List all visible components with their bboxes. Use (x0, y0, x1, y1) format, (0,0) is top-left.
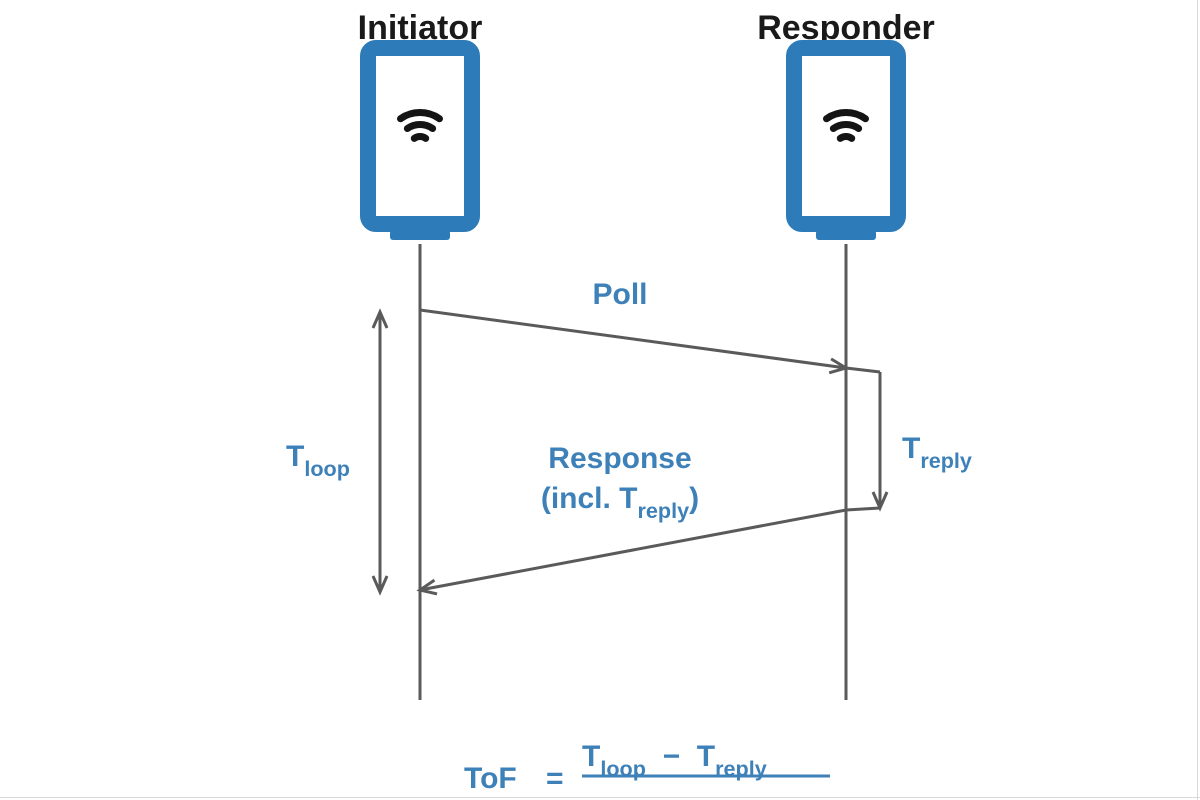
responder-phone-icon (794, 48, 898, 240)
response-arrow (420, 510, 846, 594)
tof-sequence-diagram: InitiatorResponderTloopPollTreplyRespons… (0, 0, 1200, 800)
t-loop-label: Tloop (286, 440, 350, 481)
wifi-icon (833, 125, 858, 129)
response-label-line1: Response (548, 442, 691, 475)
formula-lhs: ToF (464, 762, 517, 795)
wifi-icon (414, 137, 425, 139)
t-reply-span (846, 368, 887, 510)
wifi-icon (407, 125, 432, 129)
response-label-line2: (incl. Treply) (541, 482, 699, 523)
initiator-phone-icon (368, 48, 472, 240)
poll-arrow (420, 310, 846, 373)
wifi-icon (840, 137, 851, 139)
t-loop-span (373, 312, 387, 592)
t-reply-label: Treply (902, 432, 972, 473)
poll-label: Poll (592, 278, 647, 311)
formula-equals: = (546, 762, 564, 795)
